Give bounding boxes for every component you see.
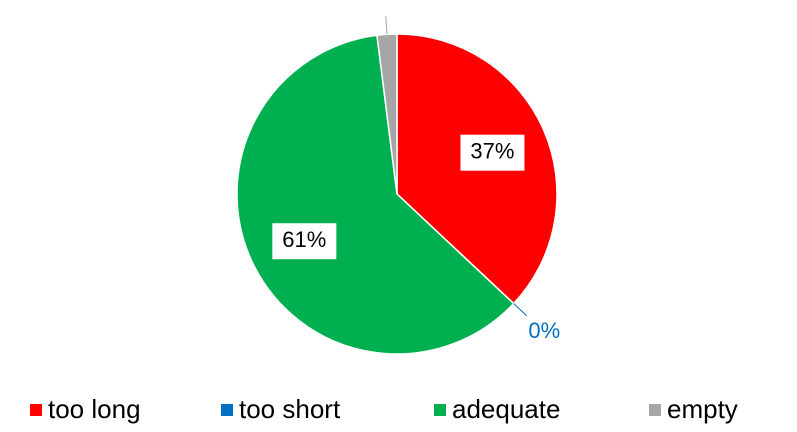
legend-label: adequate [452,394,560,424]
data-label: 37% [470,139,514,164]
legend-swatch [30,404,42,416]
pie-slice [236,34,515,355]
leader-line [385,16,388,35]
data-label-box [460,134,525,171]
legend-swatch [649,404,661,416]
legend-swatch [434,404,446,416]
data-label-box [272,223,337,260]
data-label: 61% [282,227,326,252]
leader-line [513,303,528,317]
legend-label: too long [48,394,141,424]
legend-swatch [221,404,233,416]
legend-label: empty [667,394,738,424]
legend-label: too short [239,394,341,424]
data-label: 2% [368,0,400,3]
data-label: 0% [528,318,560,343]
